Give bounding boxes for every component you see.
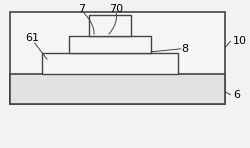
Bar [42, 53, 178, 74]
Text: 61: 61 [25, 33, 39, 44]
Bar [69, 36, 151, 53]
Text: 70: 70 [109, 4, 124, 14]
Text: 8: 8 [181, 44, 188, 54]
Text: 10: 10 [233, 36, 247, 46]
Bar [10, 74, 225, 104]
Text: 7: 7 [78, 4, 85, 14]
Bar [89, 15, 131, 36]
Text: 6: 6 [233, 90, 240, 100]
Bar [10, 12, 225, 104]
